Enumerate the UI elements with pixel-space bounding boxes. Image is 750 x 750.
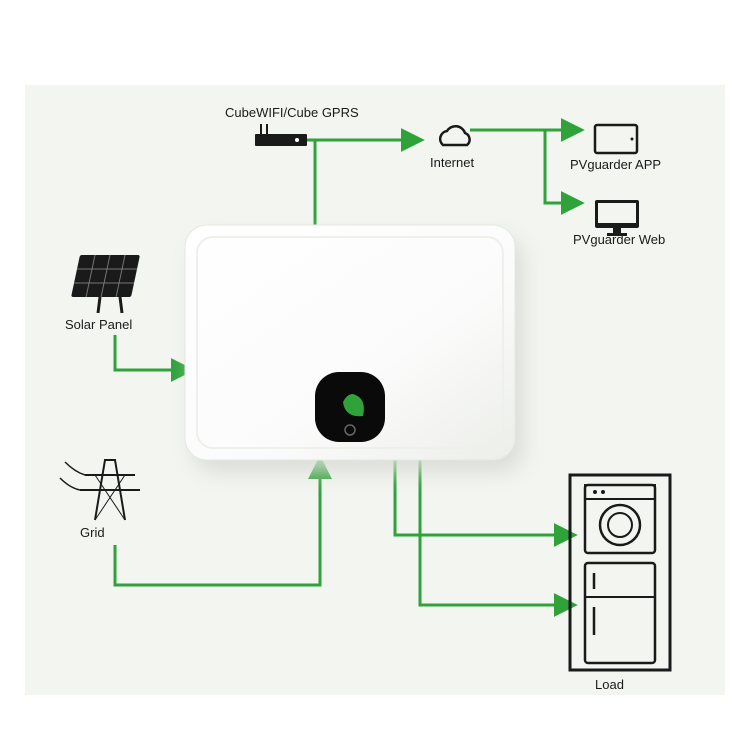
load-appliances-icon [570,475,670,670]
transmission-tower-icon [60,460,140,520]
app-label: PVguarder APP [570,157,661,172]
tablet-icon [595,125,637,153]
solar-panel-label: Solar Panel [65,317,132,332]
connector-line [395,460,573,535]
router-icon [255,124,307,146]
connector-line [255,140,315,230]
diagram-canvas [25,85,725,695]
internet-label: Internet [430,155,474,170]
inverter-device-icon [185,225,515,460]
connector-line [115,460,320,585]
diagram-svg [25,85,725,695]
connector-line [115,335,190,370]
solar-panel-icon [71,255,140,313]
connector-line [420,460,573,605]
cubewifi-label: CubeWIFI/Cube GPRS [225,105,359,120]
load-label: Load [595,677,624,692]
monitor-icon [595,200,639,236]
cloud-icon [440,126,469,145]
web-label: PVguarder Web [573,232,665,247]
grid-label: Grid [80,525,105,540]
